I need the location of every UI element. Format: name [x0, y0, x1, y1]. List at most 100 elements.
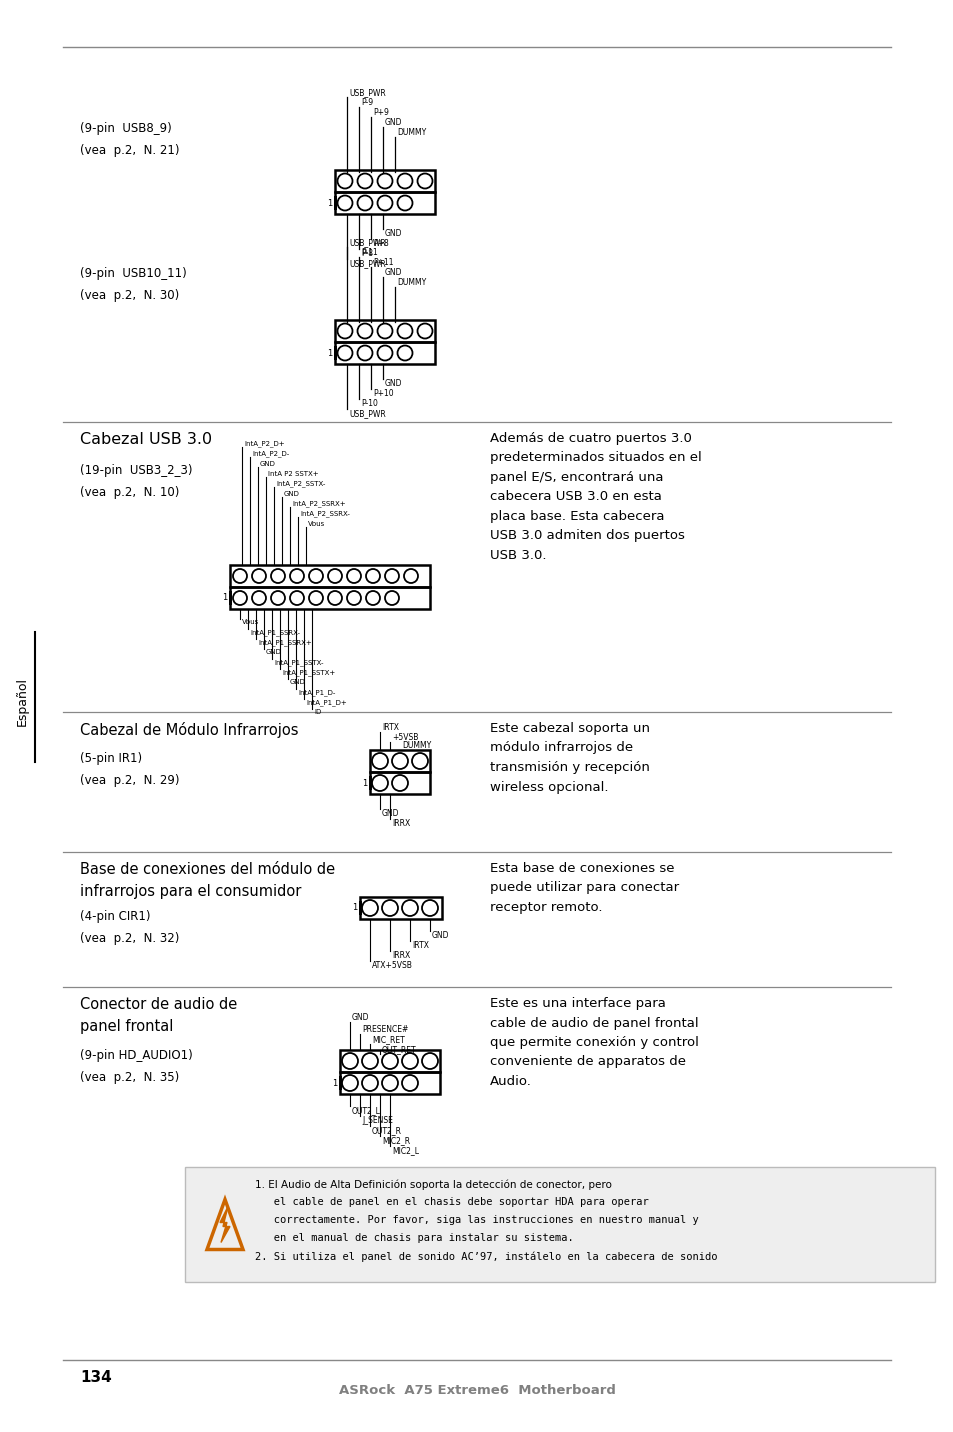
Text: P-10: P-10 [360, 400, 377, 408]
Text: IntA_P1_D-: IntA_P1_D- [297, 689, 335, 696]
Text: Vbus: Vbus [308, 521, 325, 527]
Text: J_SENSE: J_SENSE [361, 1116, 393, 1126]
Text: +5VSB: +5VSB [392, 733, 418, 742]
Text: GND: GND [381, 809, 399, 818]
Bar [230, 587, 430, 609]
Text: OUT_RET: OUT_RET [381, 1045, 416, 1054]
Bar [229, 591, 232, 604]
Text: GND: GND [432, 931, 449, 939]
Bar [358, 901, 361, 915]
Text: 1. El Audio de Alta Definición soporta la detección de conector, pero: 1. El Audio de Alta Definición soporta l… [254, 1179, 611, 1190]
Text: ATX+5VSB: ATX+5VSB [372, 961, 413, 969]
Bar [359, 896, 441, 919]
Text: Base de conexiones del módulo de
infrarrojos para el consumidor: Base de conexiones del módulo de infrarr… [80, 862, 335, 899]
Text: USB_PWR: USB_PWR [349, 259, 385, 268]
Text: DUMMY: DUMMY [401, 740, 431, 750]
Text: GND: GND [385, 117, 402, 127]
Text: P+9: P+9 [373, 107, 389, 117]
Text: (vea  p.2,  N. 21): (vea p.2, N. 21) [80, 145, 179, 158]
Text: GND: GND [352, 1012, 369, 1022]
Text: P+8: P+8 [373, 239, 388, 248]
Text: IRTX: IRTX [381, 723, 398, 732]
Text: P-9: P-9 [360, 97, 373, 107]
Text: (vea  p.2,  N. 30): (vea p.2, N. 30) [80, 289, 179, 302]
Text: (4-pin CIR1): (4-pin CIR1) [80, 909, 151, 924]
Text: USB_PWR: USB_PWR [349, 410, 385, 418]
Text: MIC2_L: MIC2_L [392, 1146, 418, 1156]
Text: OUT2_R: OUT2_R [372, 1126, 401, 1136]
Bar [335, 342, 435, 364]
Text: (9-pin HD_AUDIO1): (9-pin HD_AUDIO1) [80, 1050, 193, 1063]
Bar [185, 1167, 934, 1282]
Text: correctamente. Por favor, siga las instrucciones en nuestro manual y: correctamente. Por favor, siga las instr… [254, 1214, 698, 1224]
Text: GND: GND [284, 491, 299, 497]
Text: IRRX: IRRX [392, 819, 410, 828]
Text: PRESENCE#: PRESENCE# [361, 1025, 408, 1034]
Text: Este es una interface para
cable de audio de panel frontal
que permite conexión : Este es una interface para cable de audi… [490, 997, 699, 1088]
Text: MIC2_R: MIC2_R [381, 1136, 410, 1146]
Bar [370, 772, 430, 793]
Text: GND: GND [385, 229, 402, 238]
Text: 1: 1 [361, 779, 367, 788]
Text: Este cabezal soporta un
módulo infrarrojos de
transmisión y recepción
wireless o: Este cabezal soporta un módulo infrarroj… [490, 722, 649, 793]
Text: Cabezal de Módulo Infrarrojos: Cabezal de Módulo Infrarrojos [80, 722, 298, 737]
Text: ID: ID [314, 709, 321, 715]
Bar [335, 192, 435, 213]
Bar [339, 1073, 439, 1094]
Text: IntA_P2_SSRX-: IntA_P2_SSRX- [299, 510, 350, 517]
Bar [334, 196, 336, 211]
Text: IntA_P2_SSTX-: IntA_P2_SSTX- [275, 480, 325, 487]
Text: USB_PWR: USB_PWR [349, 238, 385, 246]
Text: IntA_P1_SSRX-: IntA_P1_SSRX- [250, 629, 299, 636]
Text: GND: GND [260, 461, 275, 467]
Bar [339, 1050, 439, 1073]
Text: 1: 1 [332, 1078, 336, 1087]
Text: 1: 1 [221, 593, 227, 603]
Text: 1: 1 [327, 348, 332, 358]
Text: OUT2_L: OUT2_L [352, 1106, 380, 1116]
Bar [370, 750, 430, 772]
Text: GND: GND [290, 679, 306, 684]
Text: IntA_P1_SSTX+: IntA_P1_SSTX+ [282, 669, 335, 676]
Text: IntA P2 SSTX+: IntA P2 SSTX+ [268, 471, 318, 477]
Text: IntA_P1_SSTX-: IntA_P1_SSTX- [274, 659, 323, 666]
Text: ASRock  A75 Extreme6  Motherboard: ASRock A75 Extreme6 Motherboard [338, 1383, 615, 1398]
Text: IntA_P2_SSRX+: IntA_P2_SSRX+ [292, 500, 345, 507]
Text: P-11: P-11 [360, 248, 377, 256]
Text: 1: 1 [352, 904, 356, 912]
Bar [335, 319, 435, 342]
Text: (9-pin  USB10_11): (9-pin USB10_11) [80, 266, 187, 281]
Bar [335, 170, 435, 192]
Text: GND: GND [385, 268, 402, 276]
Text: GND: GND [385, 379, 402, 388]
Text: GND: GND [266, 649, 281, 654]
Text: el cable de panel en el chasis debe soportar HDA para operar: el cable de panel en el chasis debe sopo… [254, 1197, 648, 1207]
Text: 1: 1 [327, 199, 332, 208]
Text: Vbus: Vbus [242, 619, 259, 624]
Bar [338, 1075, 341, 1090]
Text: (vea  p.2,  N. 35): (vea p.2, N. 35) [80, 1071, 179, 1084]
Text: IntA_P1_D+: IntA_P1_D+ [306, 699, 346, 706]
Text: 2. Si utiliza el panel de sonido AC’97, instálelo en la cabecera de sonido: 2. Si utiliza el panel de sonido AC’97, … [254, 1252, 717, 1262]
Text: (vea  p.2,  N. 32): (vea p.2, N. 32) [80, 932, 179, 945]
Polygon shape [220, 1207, 230, 1243]
Text: Además de cuatro puertos 3.0
predeterminados situados en el
panel E/S, encontrar: Además de cuatro puertos 3.0 predetermin… [490, 432, 701, 561]
Text: Conector de audio de
panel frontal: Conector de audio de panel frontal [80, 997, 237, 1034]
Bar [369, 776, 372, 790]
Text: (5-pin IR1): (5-pin IR1) [80, 752, 142, 765]
Text: IRRX: IRRX [392, 951, 410, 959]
Bar [230, 566, 430, 587]
Text: USB_PWR: USB_PWR [349, 87, 385, 97]
Text: Cabezal USB 3.0: Cabezal USB 3.0 [80, 432, 212, 447]
Text: (vea  p.2,  N. 29): (vea p.2, N. 29) [80, 775, 179, 788]
Text: MIC_RET: MIC_RET [372, 1035, 404, 1044]
Text: IntA_P2_D-: IntA_P2_D- [252, 450, 289, 457]
Bar [334, 347, 336, 359]
Text: 134: 134 [80, 1370, 112, 1385]
Text: Español: Español [15, 677, 29, 726]
Text: P+10: P+10 [373, 390, 394, 398]
Text: P+11: P+11 [373, 258, 393, 266]
Text: (vea  p.2,  N. 10): (vea p.2, N. 10) [80, 485, 179, 498]
Text: en el manual de chasis para instalar su sistema.: en el manual de chasis para instalar su … [254, 1233, 573, 1243]
Text: P-8: P-8 [360, 249, 373, 258]
